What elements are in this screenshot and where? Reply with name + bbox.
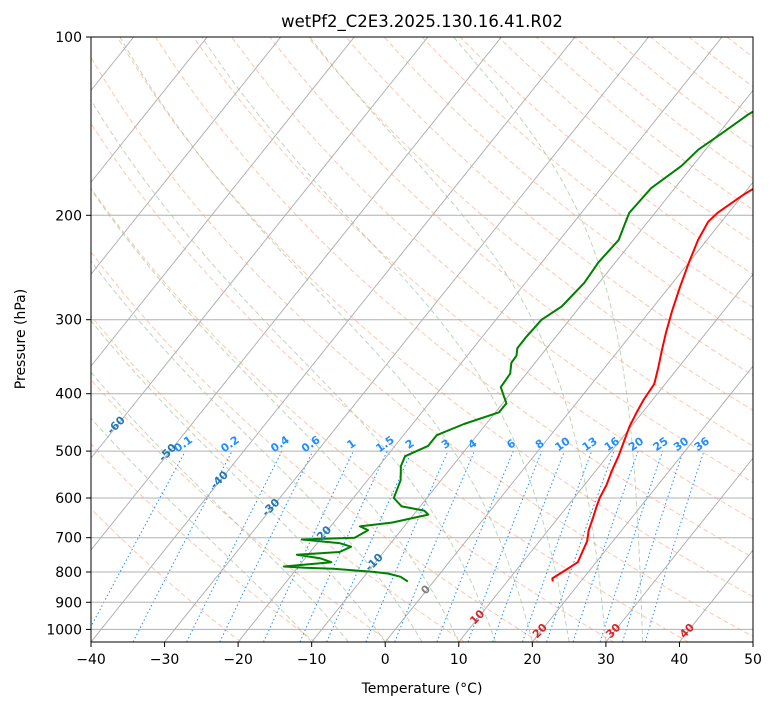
mixing-ratio-line: [467, 450, 543, 642]
y-tick-label: 500: [55, 444, 82, 460]
isotherm-line: [605, 457, 753, 642]
isotherm-line: [384, 181, 753, 642]
dry-adiabat-line: [91, 251, 540, 642]
dry-adiabat-line: [91, 379, 391, 642]
dry-adiabat-line: [91, 122, 689, 642]
x-axis-title: Temperature (°C): [361, 681, 483, 697]
y-tick-label: 400: [55, 387, 82, 403]
dry-adiabat-line: [116, 37, 753, 598]
isotherm-line: [91, 37, 282, 276]
chart-title: wetPf2_C2E3.2025.130.16.41.R02: [281, 12, 563, 32]
isotherm-line: [91, 37, 208, 184]
x-tick-label: −10: [297, 652, 327, 668]
y-tick-label: 900: [55, 595, 82, 611]
profile-series: [282, 110, 753, 583]
mixing-ratio-line: [436, 450, 514, 642]
grid-lines: [91, 37, 753, 642]
mixing-ratio-line: [572, 450, 639, 642]
mixing-ratio-line: [186, 450, 283, 642]
isotherm-line: [91, 37, 576, 642]
y-tick-label: 200: [55, 208, 82, 224]
mixing-ratio-line: [365, 450, 449, 642]
isotherm-line: [91, 37, 502, 551]
isotherm-line: [91, 37, 429, 459]
x-tick-label: 30: [597, 652, 615, 668]
moist-adiabat-line: [91, 320, 386, 642]
y-axis-title: Pressure (hPa): [13, 289, 29, 389]
y-tick-label: 100: [55, 30, 82, 46]
mixing-ratio-line: [219, 450, 314, 642]
moist-adiabat-line: [309, 37, 607, 642]
mixing-ratio-line: [599, 450, 664, 642]
mixing-ratio-line: [492, 450, 565, 642]
y-tick-label: 800: [55, 565, 82, 581]
dry-adiabat-line: [383, 37, 753, 342]
dry-adiabat-line: [269, 37, 753, 447]
moist-adiabat-line: [91, 188, 460, 642]
dry-adiabat-line: [231, 37, 753, 484]
x-tick-label: −20: [223, 652, 253, 668]
y-tick-label: 1000: [46, 622, 82, 638]
isotherm-line: [531, 365, 753, 642]
x-tick-label: −30: [150, 652, 180, 668]
plot-frame: [90, 36, 754, 643]
y-tick-label: 700: [55, 531, 82, 547]
x-tick-label: 50: [744, 652, 762, 668]
x-tick-label: 0: [381, 652, 390, 668]
temperature-profile-line: [551, 187, 753, 582]
isotherm-line: [458, 273, 753, 642]
dry-adiabat-line: [345, 37, 753, 377]
dry-adiabat-line: [154, 37, 753, 559]
mixing-ratio-line: [326, 450, 413, 642]
x-tick-label: 20: [523, 652, 541, 668]
y-tick-label: 300: [55, 313, 82, 329]
y-tick-label: 600: [55, 491, 82, 507]
isotherm-line: [164, 37, 649, 642]
dewpoint-profile-line: [282, 110, 753, 583]
dry-adiabat-line: [91, 508, 242, 642]
x-tick-label: −40: [76, 652, 106, 668]
mixing-ratio-line: [546, 450, 615, 642]
moist-adiabat-line: [91, 260, 423, 642]
isotherm-line: [91, 37, 355, 367]
background-lines: [91, 37, 753, 642]
dry-adiabat-line: [91, 315, 465, 642]
moist-adiabat-line: [119, 37, 533, 642]
moist-adiabat-line: [201, 37, 570, 642]
x-tick-label: 40: [671, 652, 689, 668]
axes: −40 −30 −20 −10 0 10 20 30 40 50 100 200 300 400 500 60…: [46, 30, 762, 668]
dry-adiabat-line: [91, 187, 614, 642]
moist-adiabat-line: [453, 37, 644, 642]
mixing-ratio-line: [622, 450, 684, 642]
mixing-ratio-line: [91, 450, 186, 628]
x-tick-label: 10: [450, 652, 468, 668]
mixing-ratio-line: [522, 450, 593, 642]
